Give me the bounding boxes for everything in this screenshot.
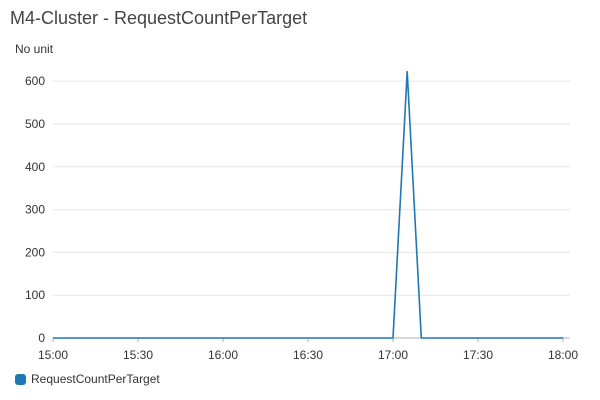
y-tick-label: 0 [38,331,45,345]
y-tick-label: 500 [25,117,45,131]
y-tick-label: 600 [25,74,45,88]
series-line-requestcountpertarget[interactable] [53,70,563,339]
y-tick-label: 200 [25,245,45,259]
legend[interactable]: RequestCountPerTarget [15,372,160,386]
x-tick-label: 15:30 [123,348,153,362]
legend-swatch [15,373,26,385]
y-tick-label: 400 [25,160,45,174]
x-tick-label: 15:00 [38,348,68,362]
x-tick-label: 16:00 [208,348,238,362]
x-tick-labels: 15:00 15:30 16:00 16:30 17:00 17:30 18:00 [38,348,578,362]
series-lines [53,70,563,339]
y-tick-label: 300 [25,203,45,217]
x-tick-label: 16:30 [293,348,323,362]
x-tick-label: 17:30 [463,348,493,362]
widget-title: M4-Cluster - RequestCountPerTarget [10,8,308,28]
x-tick-label: 18:00 [548,348,578,362]
unit-label: No unit [15,42,54,56]
y-tick-labels: 0 100 200 300 400 500 600 [25,74,45,345]
y-gridlines [53,80,570,296]
legend-label: RequestCountPerTarget [31,372,160,386]
y-tick-label: 100 [25,288,45,302]
x-tick-label: 17:00 [378,348,408,362]
